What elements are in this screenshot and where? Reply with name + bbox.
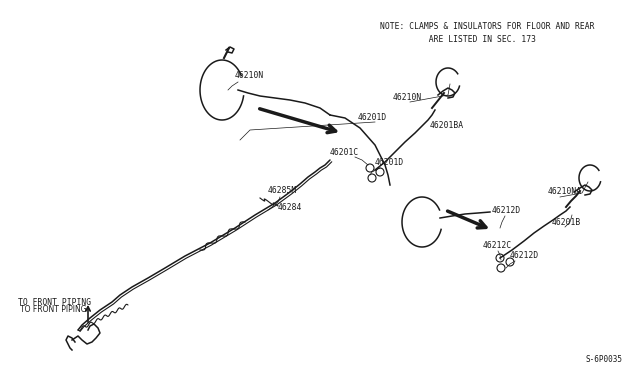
Text: S-6P0035: S-6P0035 xyxy=(585,355,622,364)
Text: 46201BA: 46201BA xyxy=(430,121,464,130)
Text: 46201C: 46201C xyxy=(330,148,359,157)
Text: 46210NA: 46210NA xyxy=(548,187,582,196)
Text: 46284: 46284 xyxy=(278,203,302,212)
Text: 46201D: 46201D xyxy=(358,113,387,122)
Text: 46212C: 46212C xyxy=(483,241,512,250)
Text: 46212D: 46212D xyxy=(510,251,540,260)
Text: 46201D: 46201D xyxy=(375,158,404,167)
Text: TO FRONT PIPING: TO FRONT PIPING xyxy=(18,298,91,307)
Text: 46201B: 46201B xyxy=(552,218,581,227)
Text: 46210N: 46210N xyxy=(235,71,264,80)
Text: TO FRONT PIPING: TO FRONT PIPING xyxy=(20,305,86,314)
Text: 46210N: 46210N xyxy=(393,93,422,102)
Text: NOTE: CLAMPS & INSULATORS FOR FLOOR AND REAR
          ARE LISTED IN SEC. 173: NOTE: CLAMPS & INSULATORS FOR FLOOR AND … xyxy=(380,22,595,44)
Text: 46212D: 46212D xyxy=(492,206,521,215)
Text: 46285M: 46285M xyxy=(268,186,297,195)
